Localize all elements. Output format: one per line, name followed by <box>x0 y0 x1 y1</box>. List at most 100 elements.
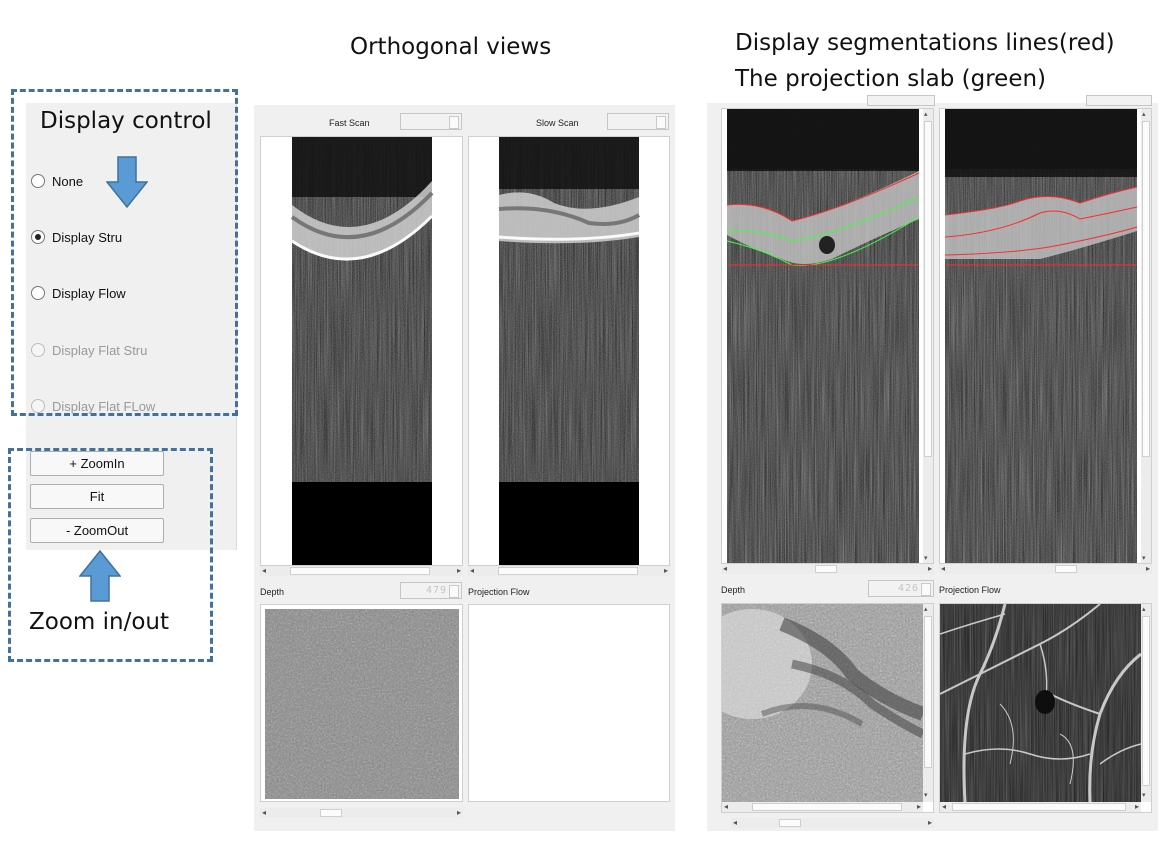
spin-arrows-icon[interactable] <box>656 116 666 129</box>
scroll-left-icon[interactable]: ◂ <box>724 802 729 811</box>
radio-button-disabled-icon[interactable] <box>31 399 45 413</box>
fit-button[interactable]: Fit <box>30 484 164 509</box>
top-spinbox-left[interactable] <box>867 95 935 106</box>
slow-scan-segmented-vscroll[interactable]: ▴ ▾ <box>1141 109 1151 563</box>
depth-hscroll[interactable]: ◂ ▸ <box>260 808 463 818</box>
projection-flow-label-right: Projection Flow <box>939 585 1001 595</box>
radio-display-flat-stru[interactable]: Display Flat Stru <box>31 341 147 359</box>
scroll-thumb[interactable] <box>779 819 801 827</box>
scroll-thumb[interactable] <box>752 803 902 811</box>
scroll-up-icon[interactable]: ▴ <box>924 606 928 613</box>
projection-flow-view-right[interactable]: ▴ ▾ ◂ ▸ <box>939 603 1152 813</box>
depth-enface-right-vscroll[interactable]: ▴ ▾ <box>923 604 933 802</box>
radio-label-display-flow: Display Flow <box>52 285 126 301</box>
scroll-right-icon[interactable]: ▸ <box>927 818 932 827</box>
radio-button-checked-icon[interactable] <box>31 230 45 244</box>
slow-scan-segmented-view[interactable]: ▴ ▾ <box>939 108 1152 564</box>
projection-flow-right-vscroll[interactable]: ▴ ▾ <box>1141 604 1151 802</box>
projection-slab-title: The projection slab (green) <box>735 66 1047 92</box>
scroll-thumb[interactable] <box>290 567 430 575</box>
scroll-left-icon[interactable]: ◂ <box>470 566 475 575</box>
depth-spinbox[interactable]: 479 <box>400 582 462 599</box>
arrow-up-icon <box>78 549 122 602</box>
scroll-left-icon[interactable]: ◂ <box>941 564 946 573</box>
scroll-thumb[interactable] <box>815 565 837 573</box>
slow-scan-segmented-hscroll[interactable]: ◂ ▸ <box>939 564 1152 574</box>
display-control-annotation-box <box>11 89 238 416</box>
zoom-annotation-box <box>8 448 213 662</box>
scroll-left-icon[interactable]: ◂ <box>723 564 728 573</box>
slow-scan-spinbox[interactable] <box>607 113 669 130</box>
fast-scan-label: Fast Scan <box>329 118 370 128</box>
radio-label-none: None <box>52 173 84 189</box>
scroll-right-icon[interactable]: ▸ <box>663 566 668 575</box>
orthogonal-views-title: Orthogonal views <box>350 34 552 60</box>
radio-label-display-stru: Display Stru <box>52 229 123 245</box>
fast-scan-segmented-view[interactable]: ▴ ▾ <box>721 108 934 564</box>
slow-scan-hscroll[interactable]: ◂ ▸ <box>468 566 670 576</box>
scroll-right-icon[interactable]: ▸ <box>456 808 461 817</box>
scroll-thumb[interactable] <box>924 121 932 457</box>
scroll-thumb[interactable] <box>1142 616 1150 786</box>
scroll-up-icon[interactable]: ▴ <box>1142 111 1146 118</box>
radio-display-stru[interactable]: Display Stru <box>31 228 122 246</box>
projection-flow-right-hscroll[interactable]: ◂ ▸ <box>940 802 1141 812</box>
depth-spinbox-right[interactable]: 426 <box>868 580 934 597</box>
display-control-title: Display control <box>40 108 212 134</box>
scroll-thumb[interactable] <box>924 616 932 768</box>
projection-flow-label: Projection Flow <box>468 587 530 597</box>
scroll-thumb[interactable] <box>498 567 638 575</box>
scroll-left-icon[interactable]: ◂ <box>262 566 267 575</box>
depth-enface-view[interactable] <box>260 604 463 802</box>
scroll-right-icon[interactable]: ▸ <box>927 564 932 573</box>
fast-scan-segmented-vscroll[interactable]: ▴ ▾ <box>923 109 933 563</box>
fast-scan-spinbox[interactable] <box>400 113 462 130</box>
spin-arrows-icon[interactable] <box>449 116 459 129</box>
scroll-thumb[interactable] <box>1142 121 1150 457</box>
scroll-right-icon[interactable]: ▸ <box>1145 564 1150 573</box>
radio-label-display-flat-flow: Display Flat FLow <box>52 398 156 414</box>
spin-arrows-icon[interactable] <box>921 583 931 596</box>
projection-flow-view[interactable] <box>468 604 670 802</box>
radio-button-icon[interactable] <box>31 174 45 188</box>
depth-value-right: 426 <box>897 583 919 594</box>
segmentation-lines-title: Display segmentations lines(red) <box>735 30 1115 56</box>
radio-button-icon[interactable] <box>31 286 45 300</box>
segmentation-bottom-hscroll[interactable]: ◂ ▸ <box>731 818 934 828</box>
radio-none[interactable]: None <box>31 172 83 190</box>
scroll-thumb[interactable] <box>1055 565 1077 573</box>
depth-label-right: Depth <box>721 585 746 595</box>
scroll-up-icon[interactable]: ▴ <box>924 111 928 118</box>
scroll-down-icon[interactable]: ▾ <box>924 555 928 562</box>
fast-scan-hscroll[interactable]: ◂ ▸ <box>260 566 463 576</box>
scroll-right-icon[interactable]: ▸ <box>1134 802 1139 811</box>
fast-scan-segmented-hscroll[interactable]: ◂ ▸ <box>721 564 934 574</box>
slow-scan-label: Slow Scan <box>536 118 579 128</box>
zoom-in-button[interactable]: + ZoomIn <box>30 451 164 476</box>
depth-enface-right-hscroll[interactable]: ◂ ▸ <box>722 802 923 812</box>
depth-enface-view-right[interactable]: ▴ ▾ ◂ ▸ <box>721 603 934 813</box>
radio-display-flat-flow[interactable]: Display Flat FLow <box>31 397 155 415</box>
scroll-thumb[interactable] <box>320 809 342 817</box>
arrow-down-icon <box>105 156 149 209</box>
spin-arrows-icon[interactable] <box>449 585 459 598</box>
scroll-down-icon[interactable]: ▾ <box>1142 792 1146 799</box>
scroll-right-icon[interactable]: ▸ <box>456 566 461 575</box>
scroll-left-icon[interactable]: ◂ <box>733 818 738 827</box>
scroll-up-icon[interactable]: ▴ <box>1142 606 1146 613</box>
radio-button-disabled-icon[interactable] <box>31 343 45 357</box>
top-spinbox-right[interactable] <box>1086 95 1152 106</box>
scroll-down-icon[interactable]: ▾ <box>1142 555 1146 562</box>
scroll-thumb[interactable] <box>952 803 1126 811</box>
depth-label: Depth <box>260 587 285 597</box>
scroll-down-icon[interactable]: ▾ <box>924 792 928 799</box>
fast-scan-view[interactable] <box>260 136 463 566</box>
slow-scan-view[interactable] <box>468 136 670 566</box>
radio-display-flow[interactable]: Display Flow <box>31 284 126 302</box>
zoom-inout-title: Zoom in/out <box>29 609 169 635</box>
scroll-right-icon[interactable]: ▸ <box>916 802 921 811</box>
radio-label-display-flat-stru: Display Flat Stru <box>52 342 148 358</box>
zoom-out-button[interactable]: - ZoomOut <box>30 518 164 543</box>
scroll-left-icon[interactable]: ◂ <box>942 802 947 811</box>
scroll-left-icon[interactable]: ◂ <box>262 808 267 817</box>
